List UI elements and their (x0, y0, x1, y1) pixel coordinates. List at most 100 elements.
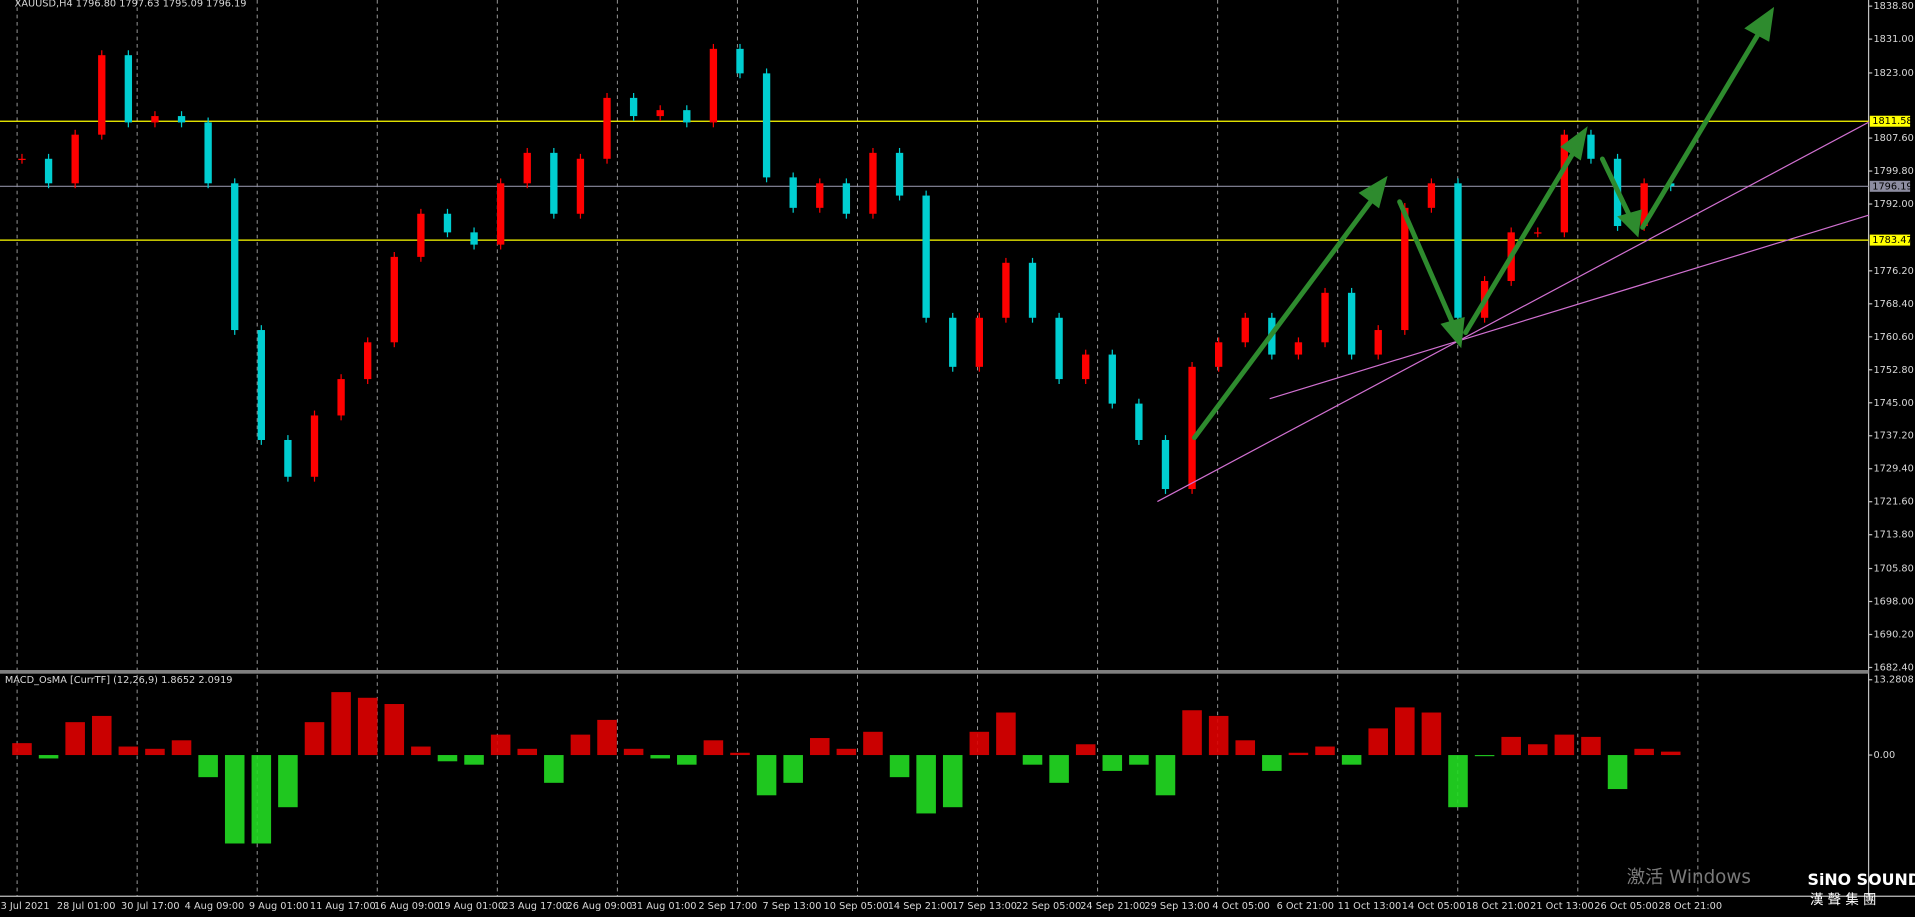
candle (709, 48, 718, 123)
histogram-bar (1288, 752, 1309, 756)
candle (1082, 354, 1090, 380)
y-tick-label: 1807.60 (1873, 133, 1913, 144)
level-label: 1811.58 (1872, 116, 1912, 127)
histogram-bar (1155, 755, 1176, 796)
candle (603, 97, 611, 159)
panel-separator (0, 670, 1869, 674)
candle (1454, 183, 1462, 318)
histogram-bar (1554, 734, 1575, 756)
histogram-bar (357, 697, 378, 756)
candle (523, 152, 531, 184)
candle (18, 158, 26, 161)
histogram-bar (437, 755, 458, 762)
chart-title: XAUUSD,H4 1796.80 1797.63 1795.09 1796.1… (15, 0, 247, 10)
candle (44, 158, 53, 184)
candle (1108, 354, 1116, 404)
x-tick-label: 21 Oct 13:00 (1530, 901, 1594, 912)
histogram-bar (1075, 744, 1096, 756)
histogram-bar (384, 704, 405, 756)
level-label: 1796.19 (1872, 181, 1912, 192)
histogram-bar (942, 755, 963, 808)
histogram-bar (783, 755, 803, 783)
histogram-bar (331, 692, 351, 756)
histogram-bar (570, 734, 591, 756)
candle (1534, 232, 1542, 234)
y-tick-label: 1838.80 (1873, 1, 1913, 12)
histogram-bar (517, 748, 538, 756)
histogram-bar (730, 752, 750, 756)
histogram-bar (1129, 755, 1149, 765)
histogram-bar (1501, 736, 1521, 756)
histogram-bar (278, 755, 298, 808)
histogram-bar (224, 755, 245, 844)
candle (975, 317, 983, 367)
x-tick-label: 9 Aug 01:00 (249, 901, 309, 912)
candle (1401, 207, 1409, 331)
candle (683, 110, 691, 123)
histogram-bar (1049, 755, 1069, 783)
candle (789, 177, 797, 208)
candle (629, 97, 638, 117)
level-label-box (1869, 115, 1911, 127)
histogram-bar (145, 748, 165, 756)
y-tick-label: 1823.00 (1873, 68, 1913, 79)
y-tick-label: 1792.00 (1873, 199, 1913, 210)
level-label: 1783.47 (1872, 235, 1912, 246)
histogram-bar (1262, 755, 1282, 771)
candle (284, 439, 292, 477)
histogram-bar (703, 740, 724, 756)
histogram-bar (198, 755, 218, 778)
y-tick-label: 0.00 (1873, 750, 1895, 761)
x-tick-label: 2 Sep 17:00 (698, 901, 757, 912)
x-tick-label: 28 Oct 21:00 (1658, 901, 1722, 912)
histogram-bar (1368, 728, 1388, 756)
candle (257, 330, 265, 440)
histogram-bar (889, 755, 910, 778)
logo-sub: 漢 聲 集 團 (1810, 891, 1877, 908)
x-tick-label: 28 Jul 01:00 (57, 901, 116, 912)
y-tick-label: 1776.20 (1873, 266, 1913, 277)
x-tick-label: 23 Jul 2021 (0, 901, 50, 912)
histogram-bar (411, 746, 431, 756)
y-tick-label: 1682.40 (1873, 662, 1913, 673)
candle (124, 55, 133, 123)
candle (364, 342, 372, 380)
x-tick-label: 11 Aug 17:00 (310, 901, 376, 912)
candle (177, 116, 186, 123)
histogram-bar (916, 755, 936, 814)
candle (417, 213, 425, 257)
x-tick-label: 16 Aug 09:00 (374, 901, 440, 912)
histogram-bar (251, 755, 272, 844)
x-tick-label: 6 Oct 21:00 (1277, 901, 1334, 912)
candle (842, 183, 851, 214)
histogram-bar (38, 755, 59, 759)
histogram-bar (304, 722, 325, 756)
candle (390, 256, 398, 343)
x-tick-label: 26 Oct 05:00 (1594, 901, 1658, 912)
y-tick-label: 1713.80 (1873, 530, 1913, 541)
candle (231, 183, 239, 331)
x-tick-label: 4 Oct 05:00 (1212, 901, 1269, 912)
candle (1587, 134, 1595, 159)
y-tick-label: 1831.00 (1873, 34, 1913, 45)
histogram-bar (1474, 755, 1495, 757)
histogram-bar (996, 712, 1016, 756)
histogram-bar (969, 731, 990, 756)
histogram-bar (490, 734, 511, 756)
histogram-bar (464, 755, 484, 765)
y-tick-label: 1737.20 (1873, 431, 1913, 442)
histogram-bar (1208, 715, 1229, 756)
y-tick-label: 13.2808 (1873, 675, 1913, 686)
candle (1002, 262, 1010, 318)
candle (1321, 292, 1329, 343)
candle (443, 213, 452, 233)
x-tick-label: 29 Sep 13:00 (1144, 901, 1209, 912)
y-tick-label: 1745.00 (1873, 398, 1913, 409)
histogram-bar (1102, 755, 1123, 771)
histogram-bar (1235, 740, 1256, 756)
candle (1214, 342, 1223, 367)
candle (1560, 134, 1569, 233)
candle (1374, 330, 1382, 355)
